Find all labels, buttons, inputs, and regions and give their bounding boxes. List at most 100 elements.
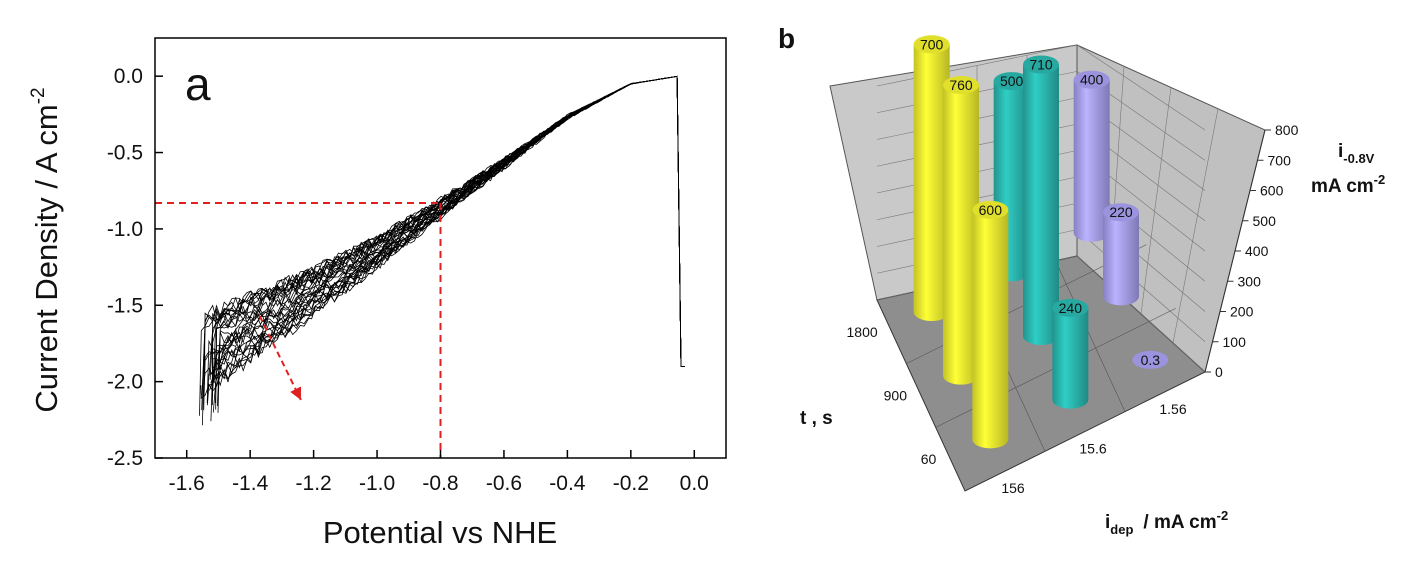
idep-tick-label: 1.56	[1159, 401, 1186, 417]
bar-top	[993, 72, 1030, 91]
idep-tick-label: 156	[1001, 480, 1025, 496]
bar-top	[1103, 203, 1139, 222]
current-trace	[211, 75, 685, 398]
panel-label-b: b	[778, 23, 795, 54]
t-tick-label: 1800	[847, 324, 878, 340]
bar-body	[1023, 64, 1059, 346]
z-tick-label: 800	[1275, 122, 1299, 138]
current-trace	[209, 75, 685, 380]
red-arrow	[258, 315, 302, 401]
z-tick-label: 500	[1253, 213, 1277, 229]
current-trace	[215, 75, 685, 372]
bar-value-label: 400	[1080, 72, 1104, 88]
bar-3d: 0.3	[1132, 350, 1169, 369]
z-tick-label: 100	[1223, 334, 1247, 350]
bar-body	[1073, 79, 1110, 242]
bar-top	[913, 35, 950, 54]
current-trace	[212, 75, 685, 384]
bar-body	[943, 85, 979, 385]
bar-3d: 710	[1023, 55, 1059, 346]
y-tick-label: -0.5	[107, 142, 143, 165]
bar-value-label: 700	[920, 36, 944, 52]
current-trace	[215, 75, 685, 410]
bar-value-label: 0.3	[1141, 352, 1161, 368]
bar-value-label: 220	[1109, 204, 1133, 220]
x-tick-label: -1.4	[232, 472, 269, 495]
z-tick-label: 0	[1215, 364, 1223, 380]
wall-grid-line	[1076, 229, 1206, 342]
idep-tick-label: 15.6	[1079, 441, 1106, 457]
y-axis-label-group: Current Density / A cm-2	[28, 87, 64, 412]
bar-body	[972, 209, 1009, 449]
x-tick-label: -0.2	[613, 472, 649, 495]
z-tick-label: 300	[1238, 273, 1262, 289]
t-axis-label: t , s	[800, 408, 833, 429]
z-tick-label: 400	[1245, 243, 1269, 259]
current-trace	[211, 75, 685, 394]
bar-3d: 220	[1103, 203, 1139, 306]
y-tick-label: -1.5	[107, 294, 143, 317]
bar-value-label: 500	[1000, 73, 1024, 89]
t-axis-ticks: 1800 900 60	[847, 324, 937, 467]
current-trace	[217, 75, 685, 413]
y-axis-ticks: 0.0 -0.5 -1.0 -1.5 -2.0 -2.5	[107, 65, 163, 470]
panel-a-chart: -1.6 -1.4 -1.2 -1.0 -0.8 -0.6 -0.4 -0.2 0.0 0.0-…	[28, 37, 727, 550]
bar-body	[913, 44, 950, 321]
current-trace	[201, 75, 685, 411]
bar-3d: 240	[1052, 298, 1089, 409]
bar-value-label: 600	[979, 202, 1003, 218]
current-trace	[204, 75, 685, 374]
t-tick-label: 900	[884, 388, 908, 404]
current-trace	[212, 75, 685, 389]
wall-grid-line	[1076, 44, 1206, 131]
current-trace	[210, 75, 685, 388]
z-axis-label: i-0.8V	[1338, 141, 1375, 166]
y-tick-label: -2.0	[107, 371, 143, 394]
z-axis-unit: mA cm-2	[1311, 172, 1385, 197]
x-tick-label: -1.6	[169, 472, 205, 495]
bar-value-label: 760	[949, 77, 973, 93]
x-tick-label: -1.0	[359, 472, 395, 495]
bar-3d: 600	[972, 200, 1009, 449]
current-trace	[200, 75, 685, 399]
current-trace	[210, 75, 685, 422]
red-arrow-head	[290, 386, 302, 400]
y-tick-label: 0.0	[114, 65, 143, 88]
bar-top	[972, 200, 1009, 219]
idep-axis-label: idep / mA cm-2	[1105, 508, 1228, 537]
panel-label-a: a	[185, 58, 211, 110]
bars-3d: 400 500 220 700 710 0.3 760 240 600	[913, 35, 1169, 449]
z-tick-label: 600	[1260, 183, 1284, 199]
current-trace	[212, 75, 685, 406]
x-tick-label: -0.4	[549, 472, 586, 495]
current-trace	[209, 75, 685, 391]
current-density-traces	[199, 75, 685, 426]
x-axis-label: Potential vs NHE	[323, 515, 557, 550]
x-tick-label: 0.0	[680, 472, 709, 495]
y-axis-label: Current Density / A cm-2	[28, 87, 64, 412]
bar-value-label: 240	[1059, 300, 1083, 316]
x-tick-label: -0.8	[422, 472, 458, 495]
bar-top	[1073, 70, 1110, 89]
current-trace	[217, 75, 685, 407]
bar-value-label: 710	[1029, 56, 1053, 72]
current-trace	[207, 75, 685, 395]
wall-grid-line	[1172, 108, 1219, 344]
current-trace	[202, 75, 685, 426]
z-tick-label: 700	[1268, 152, 1292, 168]
current-trace	[203, 75, 685, 411]
bar-top	[1023, 55, 1059, 74]
current-trace	[213, 75, 685, 378]
wall-grid-line	[1140, 87, 1172, 315]
bar-body	[1052, 307, 1089, 409]
t-tick-label: 60	[921, 451, 937, 467]
bar-top	[943, 76, 979, 95]
bar-body	[1103, 212, 1139, 306]
bar-top	[1132, 350, 1169, 369]
x-tick-label: -1.2	[296, 472, 332, 495]
bar-3d: 760	[943, 76, 979, 385]
y-tick-label: -1.0	[107, 218, 143, 241]
